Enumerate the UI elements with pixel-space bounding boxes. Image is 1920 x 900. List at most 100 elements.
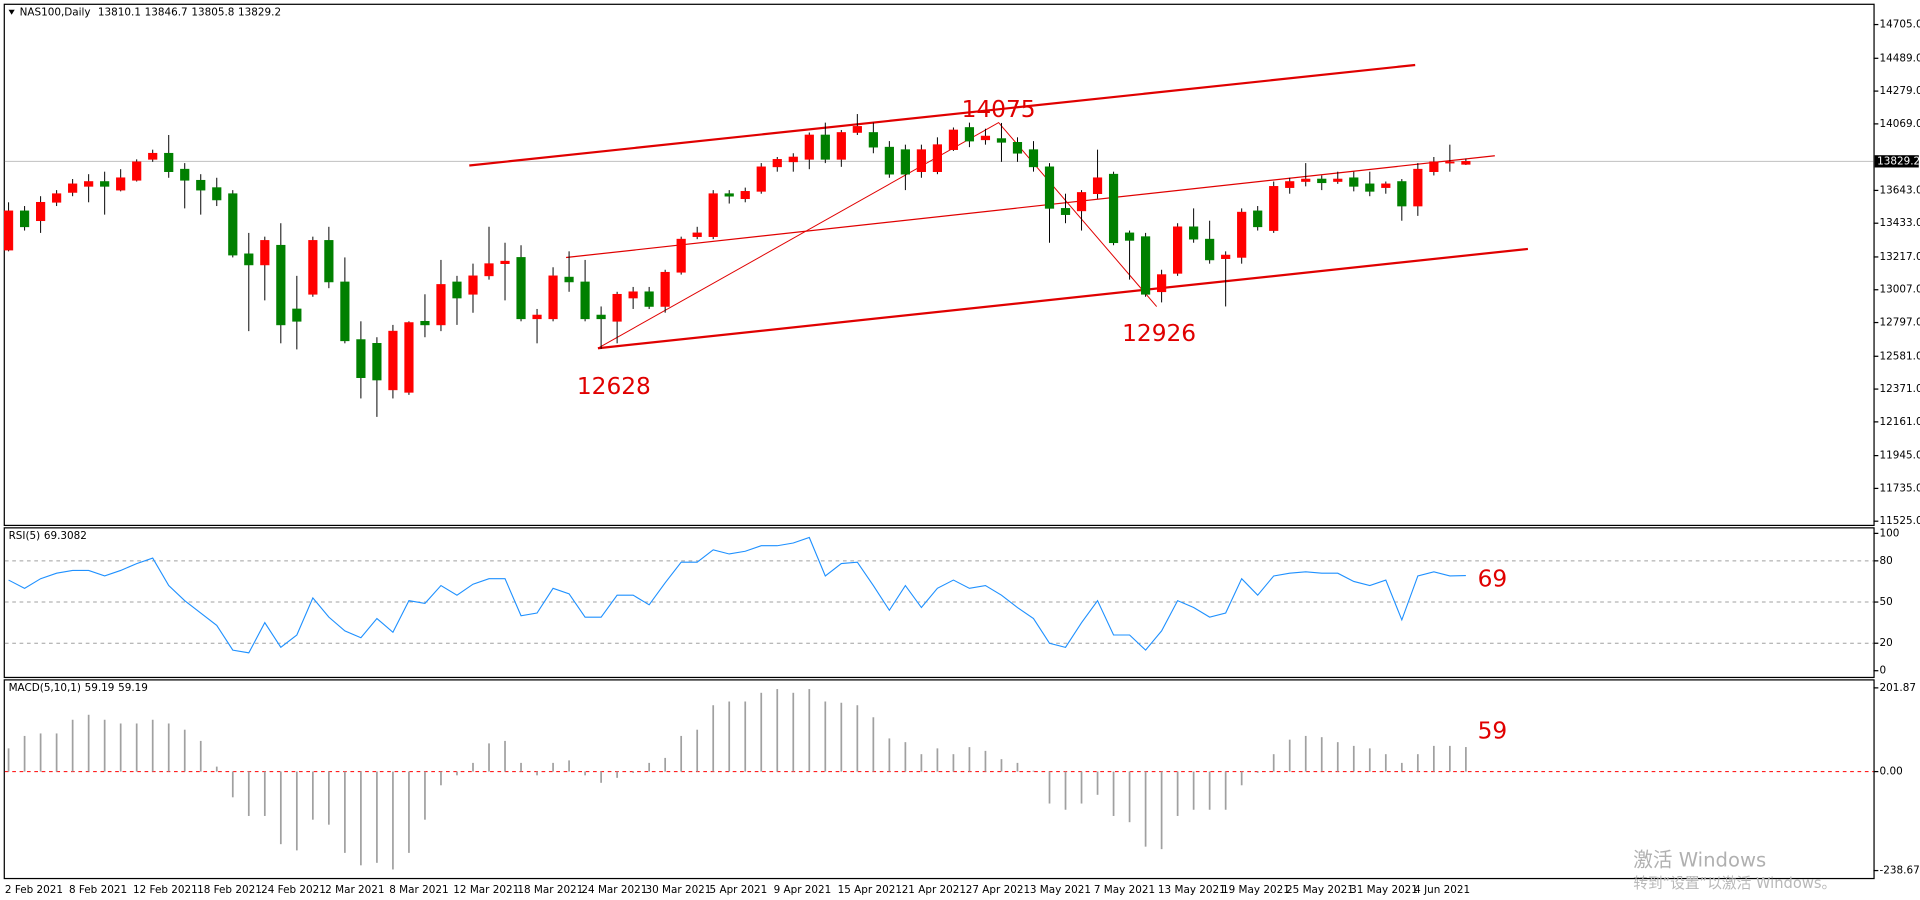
macd-bar (1064, 771, 1067, 810)
candle-body (692, 232, 702, 237)
candle-body (1413, 168, 1423, 207)
candle-body (916, 149, 926, 172)
macd-bar (616, 771, 618, 778)
macd-bar (904, 742, 907, 772)
candle-body (1012, 142, 1023, 154)
x-tick-label: 13 May 2021 (1158, 884, 1226, 896)
macd-bar (1208, 771, 1211, 810)
current-price-box (1874, 155, 1919, 168)
macd-bar (968, 747, 971, 772)
candle-body (1076, 192, 1087, 212)
y-tick-label: 14069.0 (1880, 118, 1920, 130)
macd-bar (1016, 762, 1019, 772)
macd-bar (536, 771, 538, 776)
macd-bar (199, 740, 202, 772)
candle-body (1124, 232, 1135, 241)
candle-body (1092, 177, 1103, 195)
x-tick-label: 4 Jun 2021 (1414, 884, 1470, 896)
y-tick-label: 13217.0 (1880, 251, 1920, 263)
x-tick-label: 2 Feb 2021 (5, 884, 63, 896)
candle-body (708, 193, 718, 237)
macd-bar (119, 723, 122, 772)
candle-body (1205, 238, 1215, 261)
candle-body (788, 156, 798, 163)
macd-bar (792, 692, 795, 772)
macd-bar (1096, 771, 1099, 795)
signal-value: 59.19 (118, 682, 148, 694)
rsi-line (8, 536, 1466, 654)
macd-bar (776, 689, 779, 772)
current-price-label: 13829.2 (1877, 155, 1920, 167)
macd-name: MACD(5,10,1) (9, 682, 81, 694)
candle-body (84, 181, 94, 187)
macd-bar (55, 733, 58, 772)
y-tick-label: 14279.0 (1880, 85, 1920, 97)
macd-bar (1272, 754, 1275, 772)
macd-bar (263, 771, 266, 816)
candle-body (1333, 178, 1343, 182)
candle-body (100, 181, 110, 187)
annotation: 12926 (1122, 320, 1196, 347)
y-tick-label: 50 (1880, 596, 1893, 608)
macd-bar (456, 771, 458, 776)
candle-body (1060, 208, 1071, 215)
x-tick-label: 8 Mar 2021 (389, 884, 448, 896)
candle-body (1253, 210, 1263, 228)
candle-body (116, 177, 126, 191)
candle-body (676, 238, 686, 273)
candle-body (772, 159, 782, 168)
macd-bar (1400, 762, 1403, 772)
candle-body (340, 281, 350, 342)
macd-bar (1080, 771, 1083, 804)
macd-bar (488, 743, 490, 772)
macd-bar (888, 738, 891, 772)
candle-body (1173, 226, 1183, 274)
y-tick-label: 12797.0 (1880, 317, 1920, 329)
candle-body (580, 281, 590, 320)
candle-body (1317, 178, 1327, 184)
macd-bar (7, 748, 10, 772)
candle-body (52, 193, 62, 203)
candle-body (164, 152, 174, 172)
macd-bar (1449, 745, 1451, 772)
candle-body (68, 183, 78, 193)
macd-bar (600, 771, 602, 783)
candle-body (932, 144, 943, 172)
candle-body (964, 127, 975, 142)
channel-upper (469, 63, 1416, 167)
macd-bar (295, 771, 298, 851)
macd-bar (1352, 745, 1355, 772)
x-tick-label: 18 Feb 2021 (197, 884, 262, 896)
y-tick-label: 0.00 (1880, 766, 1903, 778)
macd-bar (744, 701, 747, 772)
x-tick-label: 24 Feb 2021 (261, 884, 326, 896)
x-tick-label: 30 Mar 2021 (645, 884, 711, 896)
candle-body (244, 253, 254, 266)
candle-body (1461, 161, 1471, 165)
macd-bar (712, 705, 715, 772)
macd-bar (504, 740, 506, 772)
macd-bar (856, 705, 859, 772)
candle-body (948, 129, 959, 150)
candle-body (1108, 173, 1119, 244)
candle-body (212, 187, 222, 201)
candle-body (276, 244, 286, 326)
candle-body (36, 201, 46, 222)
y-tick-label: 11735.0 (1880, 482, 1920, 494)
y-tick-label: 201.87 (1880, 682, 1916, 694)
macd-bar (23, 735, 26, 772)
candle-body (1140, 236, 1151, 295)
candle-body (388, 330, 398, 391)
ohlc-low: 13805.8 (191, 6, 234, 18)
x-tick-label: 21 Apr 2021 (902, 884, 966, 896)
candle-body (628, 291, 638, 299)
macd-bar (1256, 771, 1259, 773)
candle-body (548, 275, 558, 320)
candle-body (132, 161, 142, 181)
candle-body (292, 308, 302, 322)
macd-bar (680, 735, 683, 772)
candle-body (644, 291, 654, 307)
x-tick-label: 27 Apr 2021 (966, 884, 1030, 896)
candle-body (372, 343, 382, 381)
